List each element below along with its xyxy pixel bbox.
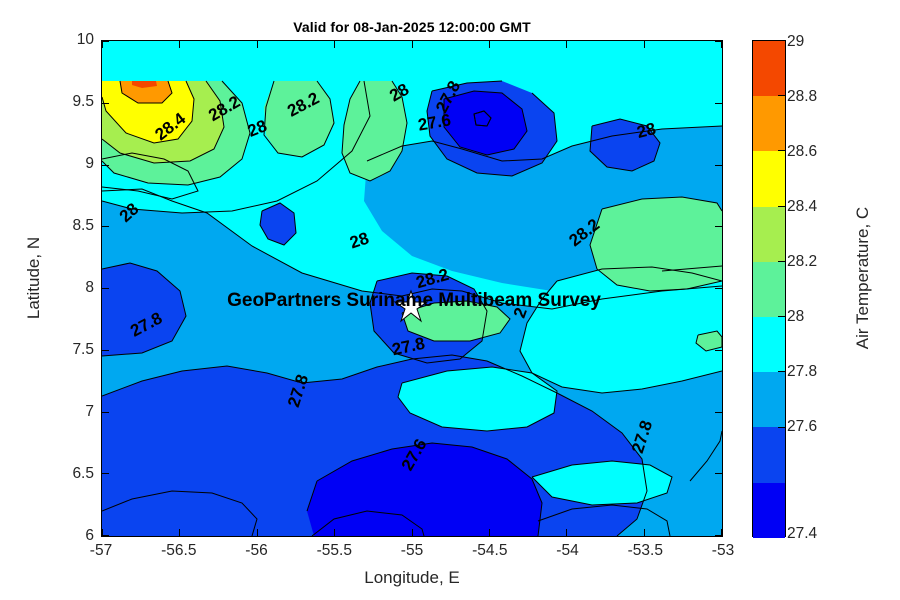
colorbar-tick: 28	[787, 308, 805, 325]
y-tickmark	[102, 165, 109, 166]
x-tickmark	[412, 41, 413, 48]
colorbar[interactable]	[752, 40, 786, 538]
x-tick: -53	[711, 542, 735, 559]
x-tickmark	[102, 41, 103, 48]
x-tick: -56.5	[161, 542, 197, 559]
x-tick: -56	[245, 542, 268, 559]
x-tick: -55.5	[316, 542, 352, 559]
x-tickmark	[412, 529, 413, 536]
star-marker	[393, 289, 429, 323]
x-tickmark	[334, 41, 335, 48]
y-tickmark	[715, 412, 722, 413]
y-tickmark	[102, 412, 109, 413]
y-tickmark	[715, 103, 722, 104]
y-tickmark	[102, 41, 109, 42]
y-tick: 9.5	[72, 93, 94, 110]
x-tickmark	[566, 529, 567, 536]
colorbar-tick: 28.6	[787, 143, 818, 160]
colorbar-band	[753, 317, 785, 373]
colorbar-tickmark	[778, 371, 785, 372]
colorbar-band	[753, 96, 785, 152]
colorbar-tickmark	[778, 150, 785, 151]
colorbar-tick: 28.4	[787, 198, 818, 215]
y-tick: 7	[85, 403, 94, 420]
x-tick: -53.5	[627, 542, 663, 559]
y-tickmark	[715, 226, 722, 227]
colorbar-band	[753, 482, 785, 538]
y-tickmark	[715, 350, 722, 351]
y-axis-label: Latitude, N	[24, 236, 43, 320]
y-tick: 9	[85, 155, 94, 172]
colorbar-tick: 28.2	[787, 253, 818, 270]
y-tickmark	[102, 288, 109, 289]
y-tickmark	[715, 535, 722, 536]
colorbar-label: Air Temperature, C	[853, 206, 872, 350]
colorbar-tick: 27.6	[787, 418, 818, 435]
colorbar-tickmark	[778, 95, 785, 96]
x-tickmark	[566, 41, 567, 48]
x-tickmark	[489, 529, 490, 536]
y-tickmark	[102, 473, 109, 474]
y-tick: 8.5	[72, 217, 94, 234]
x-tickmark	[179, 41, 180, 48]
colorbar-band	[753, 206, 785, 262]
colorbar-band	[753, 372, 785, 428]
x-tickmark	[721, 529, 722, 536]
y-tickmark	[102, 350, 109, 351]
y-tickmark	[102, 226, 109, 227]
colorbar-tick: 29	[787, 33, 805, 50]
y-tick: 6	[85, 527, 94, 544]
x-tickmark	[334, 529, 335, 536]
colorbar-tickmark	[778, 316, 785, 317]
x-tickmark	[721, 41, 722, 48]
y-tick: 7.5	[72, 341, 94, 358]
contour-map	[102, 41, 722, 536]
colorbar-tick: 28.8	[787, 88, 818, 105]
colorbar-band	[753, 261, 785, 317]
y-tick: 8	[85, 279, 94, 296]
colorbar-band	[753, 151, 785, 207]
y-tick: 6.5	[72, 465, 94, 482]
x-axis-label: Longitude, E	[364, 568, 460, 587]
colorbar-band	[753, 427, 785, 483]
x-tickmark	[257, 41, 258, 48]
x-tickmark	[179, 529, 180, 536]
colorbar-tick: 27.4	[787, 525, 818, 542]
y-axis-tick-labels: 10 9.5 9 8.5 8 7.5 7 6.5 6	[0, 31, 94, 544]
chart-title: Valid for 08-Jan-2025 12:00:00 GMT	[293, 19, 531, 35]
x-tickmark	[644, 529, 645, 536]
colorbar-band	[753, 41, 785, 97]
y-tickmark	[102, 103, 109, 104]
x-axis-tick-labels: -57 -56.5 -56 -55.5 -55 -54.5 -54 -53.5 …	[90, 542, 734, 564]
x-tickmark	[257, 529, 258, 536]
colorbar-tickmark	[778, 427, 785, 428]
survey-annotation: GeoPartners Suriname Multibeam Survey	[227, 290, 601, 311]
x-tick: -54	[556, 542, 579, 559]
colorbar-tick: 27.8	[787, 363, 818, 380]
x-tickmark	[644, 41, 645, 48]
contour-lines	[102, 80, 722, 536]
x-tickmark	[102, 529, 103, 536]
y-tick: 10	[76, 31, 94, 48]
x-tick: -54.5	[472, 542, 508, 559]
contour-plot-area[interactable]: 28.4 28.2 28 28.2 28 27.8 27.6 28 28 28 …	[101, 40, 723, 537]
x-tick: -55	[400, 542, 424, 559]
colorbar-tickmark	[778, 261, 785, 262]
y-tickmark	[715, 41, 722, 42]
filled-contour-bands	[102, 41, 722, 536]
y-tickmark	[715, 288, 722, 289]
colorbar-tickmark	[778, 206, 785, 207]
x-tickmark	[489, 41, 490, 48]
y-tickmark	[715, 473, 722, 474]
x-tick: -57	[89, 542, 113, 559]
y-tickmark	[102, 535, 109, 536]
y-tickmark	[715, 165, 722, 166]
